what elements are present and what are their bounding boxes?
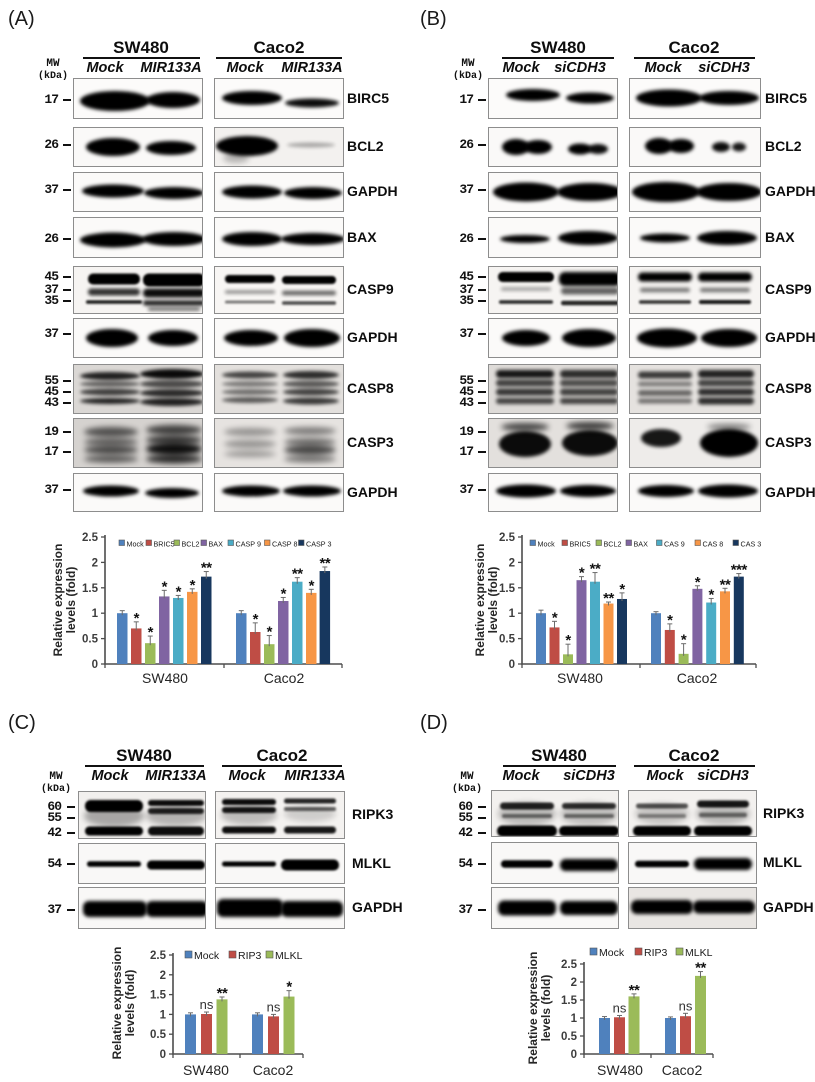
svg-text:0: 0	[92, 659, 98, 671]
svg-text:*: *	[579, 565, 585, 582]
svg-text:Mock: Mock	[127, 539, 145, 548]
svg-text:MLKL: MLKL	[275, 950, 303, 962]
svg-text:*: *	[267, 624, 273, 641]
svg-text:**: **	[603, 590, 614, 607]
svg-text:Mock: Mock	[194, 950, 220, 962]
svg-text:*: *	[709, 586, 715, 603]
svg-text:BAX: BAX	[634, 539, 649, 548]
svg-text:ns: ns	[679, 998, 693, 1013]
svg-text:2: 2	[160, 970, 166, 982]
svg-text:1: 1	[571, 1013, 578, 1025]
svg-text:Mock: Mock	[538, 539, 556, 548]
svg-text:1.5: 1.5	[82, 583, 99, 595]
svg-text:BCL2: BCL2	[604, 539, 622, 548]
svg-text:BCL2: BCL2	[182, 539, 200, 548]
svg-text:BAX: BAX	[209, 539, 224, 548]
svg-text:RIP3: RIP3	[644, 947, 668, 959]
svg-text:BRIC5: BRIC5	[570, 539, 591, 548]
svg-text:*: *	[134, 610, 140, 627]
svg-text:MLKL: MLKL	[685, 947, 713, 959]
svg-text:*: *	[619, 581, 625, 598]
svg-text:ns: ns	[613, 1000, 627, 1015]
svg-text:0.5: 0.5	[499, 634, 516, 646]
svg-text:CASP 3: CASP 3	[306, 539, 331, 548]
svg-text:*: *	[565, 632, 571, 649]
svg-text:1: 1	[160, 1009, 167, 1021]
svg-text:2.5: 2.5	[150, 950, 167, 962]
svg-text:*: *	[253, 611, 259, 628]
svg-text:*: *	[681, 632, 687, 649]
svg-text:*: *	[286, 979, 292, 996]
svg-text:*: *	[190, 577, 196, 594]
svg-text:0.5: 0.5	[150, 1029, 167, 1041]
svg-text:**: **	[320, 555, 331, 572]
svg-text:**: **	[201, 560, 212, 577]
svg-text:1.5: 1.5	[499, 583, 516, 595]
svg-text:*: *	[162, 578, 168, 595]
svg-text:CAS 3: CAS 3	[741, 539, 762, 548]
svg-text:2.5: 2.5	[499, 532, 516, 544]
svg-text:ns: ns	[200, 997, 214, 1012]
svg-text:0.5: 0.5	[82, 634, 99, 646]
svg-text:*: *	[281, 585, 287, 602]
svg-text:**: **	[629, 982, 640, 999]
svg-text:CASP 8: CASP 8	[272, 539, 297, 548]
svg-text:0.5: 0.5	[561, 1031, 578, 1043]
svg-text:ns: ns	[267, 999, 281, 1014]
svg-text:2: 2	[571, 977, 577, 989]
svg-text:**: **	[292, 566, 303, 583]
svg-text:BRIC5: BRIC5	[154, 539, 175, 548]
svg-text:*: *	[552, 609, 558, 626]
svg-text:CAS 8: CAS 8	[703, 539, 724, 548]
svg-text:Mock: Mock	[599, 947, 625, 959]
svg-text:***: ***	[731, 562, 748, 579]
svg-text:1: 1	[92, 608, 99, 620]
svg-text:**: **	[217, 985, 228, 1002]
svg-text:0: 0	[509, 659, 515, 671]
svg-text:**: **	[695, 960, 706, 977]
svg-text:*: *	[309, 577, 315, 594]
svg-text:CAS 9: CAS 9	[664, 539, 685, 548]
svg-text:**: **	[720, 576, 731, 593]
svg-text:*: *	[667, 612, 673, 629]
svg-text:**: **	[590, 561, 601, 578]
svg-text:1: 1	[509, 608, 516, 620]
svg-text:2: 2	[92, 557, 98, 569]
svg-text:*: *	[148, 624, 154, 641]
svg-text:2: 2	[509, 557, 515, 569]
svg-text:*: *	[695, 574, 701, 591]
svg-text:2.5: 2.5	[561, 959, 578, 971]
svg-text:1.5: 1.5	[561, 995, 578, 1007]
svg-text:2.5: 2.5	[82, 532, 99, 544]
svg-text:0: 0	[160, 1049, 166, 1061]
svg-text:RIP3: RIP3	[238, 950, 262, 962]
svg-text:CASP 9: CASP 9	[236, 539, 261, 548]
svg-text:1.5: 1.5	[150, 990, 167, 1002]
svg-text:*: *	[176, 583, 182, 600]
svg-text:0: 0	[571, 1049, 577, 1061]
